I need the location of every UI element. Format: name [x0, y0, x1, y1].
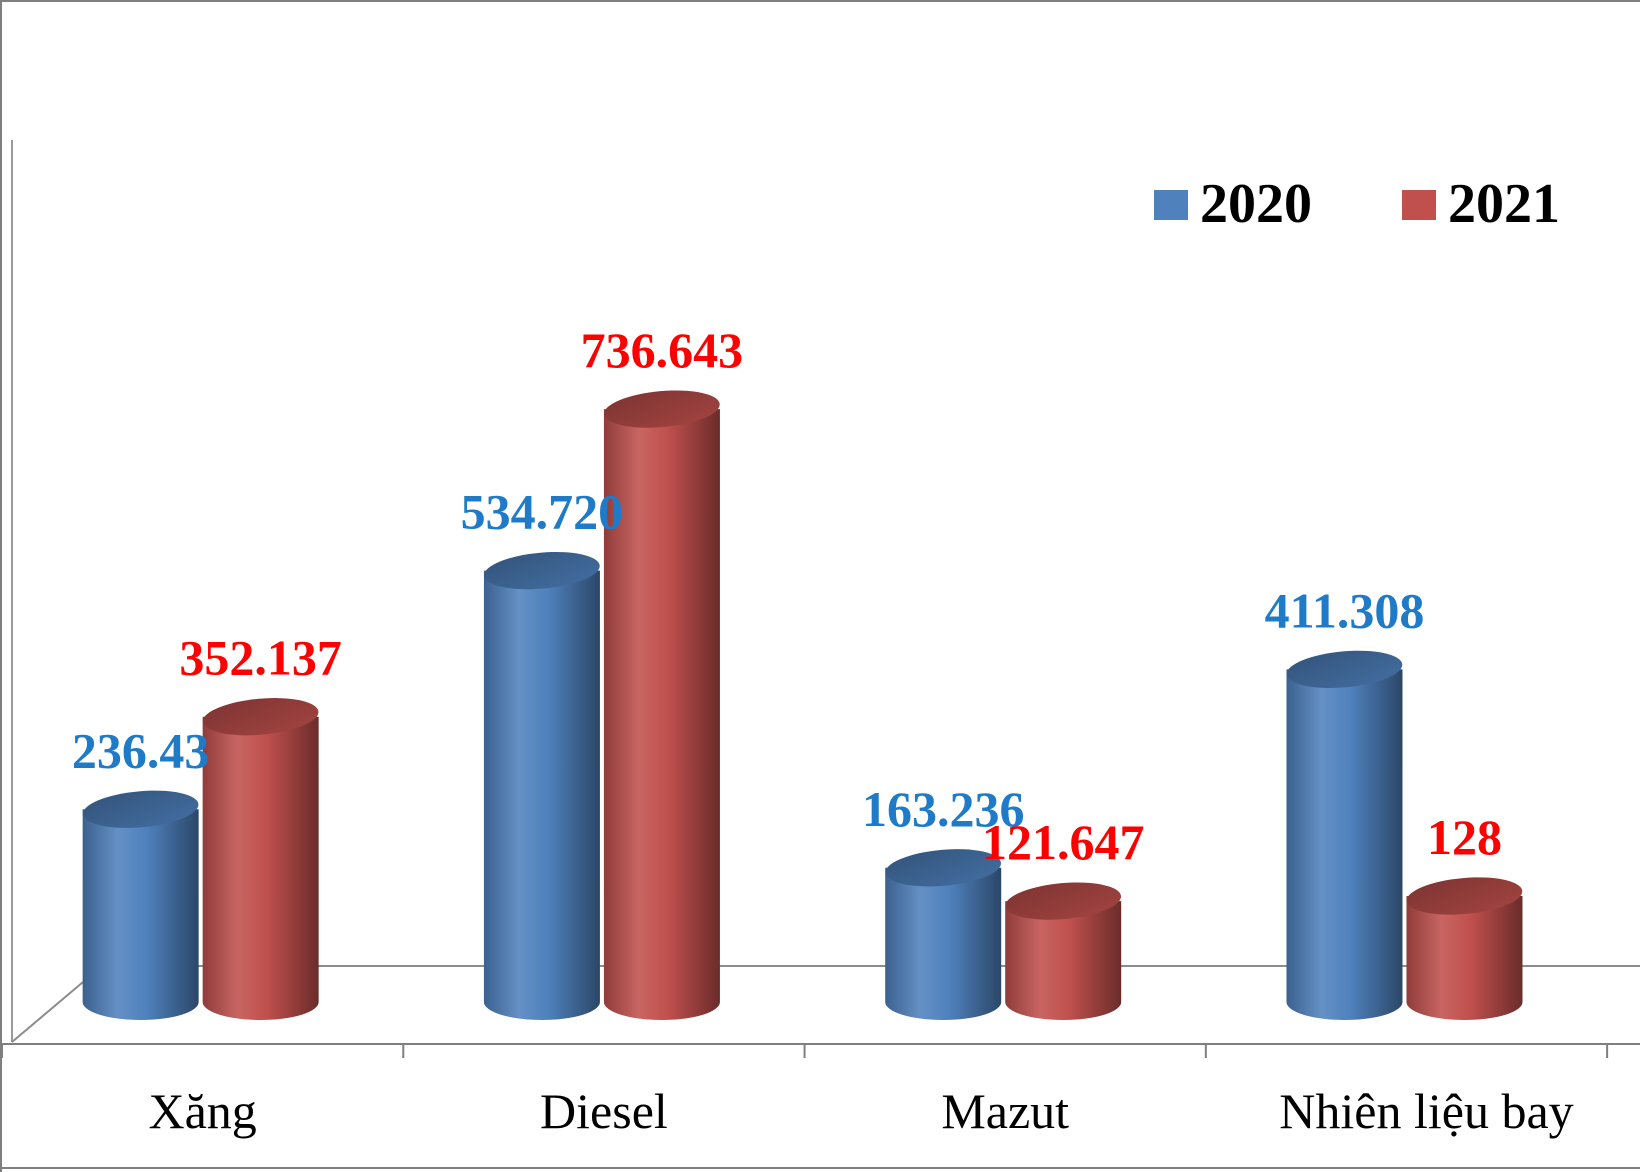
- data-label-2020: 163.236: [862, 781, 1025, 837]
- legend-label-2020: 2020: [1200, 173, 1312, 235]
- bar-body: [202, 716, 319, 1020]
- bar-body: [1005, 901, 1122, 1020]
- bar-top: [202, 698, 319, 736]
- category-label: Diesel: [540, 1083, 668, 1139]
- legend: 2020 2021: [1154, 173, 1560, 235]
- bar-body: [82, 809, 199, 1020]
- bar-top: [82, 790, 199, 828]
- category-label: Mazut: [941, 1083, 1069, 1139]
- bar-body: [603, 409, 720, 1021]
- bar-2021-Mazut: [1005, 882, 1122, 1020]
- bar-2021-Xăng: [202, 698, 319, 1020]
- bars: [82, 390, 1523, 1021]
- data-label-2021: 736.643: [581, 322, 744, 378]
- bar-top: [1406, 877, 1523, 915]
- data-label-2020: 236.43: [72, 722, 210, 778]
- bar-2020-Diesel: [483, 551, 600, 1020]
- data-label-2021: 121.647: [982, 814, 1145, 870]
- bar-2020-Mazut: [885, 849, 1002, 1020]
- bar-top: [604, 390, 720, 428]
- bar-top: [1286, 650, 1403, 688]
- bar-body: [1286, 669, 1403, 1020]
- bar-2021-Diesel: [603, 390, 720, 1021]
- data-label-2020: 534.720: [461, 484, 624, 540]
- category-label: Nhiên liệu bay: [1279, 1083, 1573, 1139]
- bar-top: [1005, 882, 1122, 920]
- bar-2020-Xăng: [82, 790, 199, 1020]
- bar-body: [1406, 896, 1523, 1020]
- category-label: Xăng: [148, 1083, 256, 1139]
- bar-2021-Nhiên liệu bay: [1406, 877, 1523, 1020]
- data-label-2021: 352.137: [179, 630, 342, 686]
- data-label-2020: 411.308: [1265, 582, 1425, 638]
- category-labels: Xăng Diesel Mazut Nhiên liệu bay: [148, 1083, 1573, 1139]
- legend-swatch-2021: [1402, 190, 1436, 220]
- x-axis-ticks: [1, 1044, 1609, 1058]
- legend-swatch-2020: [1154, 190, 1188, 220]
- bar-top: [484, 551, 600, 590]
- bar-2020-Nhiên liệu bay: [1286, 650, 1403, 1020]
- bar-body: [885, 867, 1002, 1020]
- legend-label-2021: 2021: [1448, 173, 1560, 235]
- bar-body: [483, 570, 600, 1020]
- data-labels: 236.43 352.137 534.720 736.643 163.236121.64…: [72, 322, 1502, 870]
- bar-top: [885, 849, 1002, 887]
- data-label-2021: 128: [1427, 809, 1502, 865]
